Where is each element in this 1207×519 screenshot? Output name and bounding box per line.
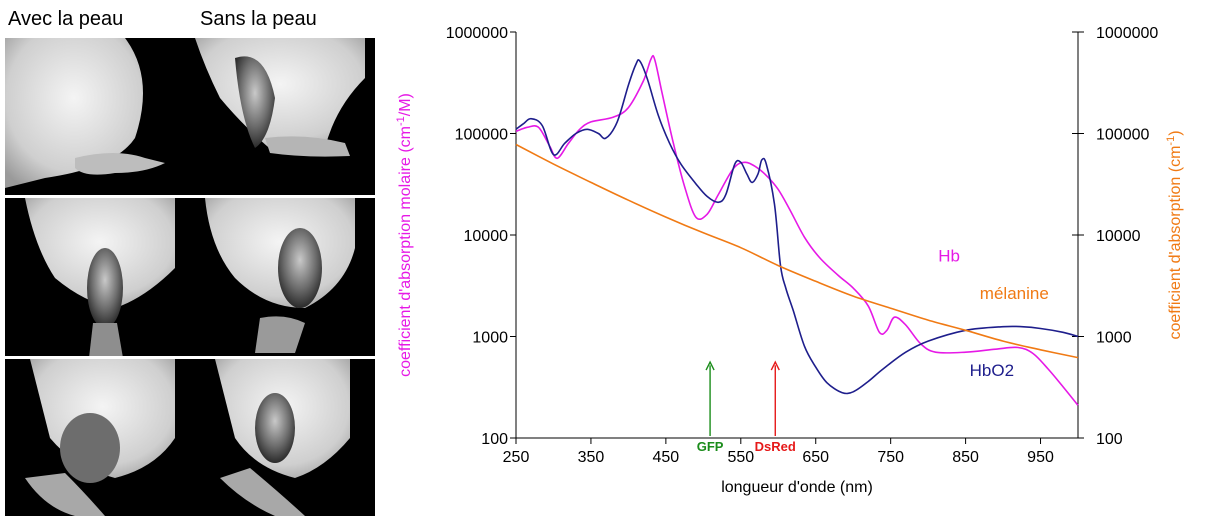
y-axis-label-left: coefficient d'absorption molaire (cm-1/M… xyxy=(395,93,414,377)
photo-row3-without-skin xyxy=(215,359,350,516)
x-tick-label: 450 xyxy=(653,449,680,466)
series-line-hbo2 xyxy=(515,59,1079,395)
curve-label: HbO2 xyxy=(970,361,1014,380)
x-tick-label: 950 xyxy=(1027,449,1054,466)
y-tick-label-left: 1000 xyxy=(472,330,508,347)
x-tick-label: 350 xyxy=(578,449,605,466)
y-tick-label-right: 1000000 xyxy=(1096,25,1158,42)
marker-arrow-head xyxy=(770,360,780,371)
photo-row3-with-skin xyxy=(25,359,175,516)
series-line-m-lanine xyxy=(515,143,1079,359)
marker-label: GFP xyxy=(697,439,724,454)
chart-axes xyxy=(510,31,1084,444)
marker-label: DsRed xyxy=(755,439,796,454)
absorption-chart: 100 100 1000 1000 10000 10000 100000 100000 1000… xyxy=(395,25,1184,496)
chart-series xyxy=(515,54,1079,436)
mouse-photo-grid xyxy=(5,38,375,516)
heading-avec-la-peau: Avec la peau xyxy=(8,8,124,30)
y-axis-label-right: coefficient d'absorption (cm-1) xyxy=(1165,130,1184,339)
y-tick-label-right: 1000 xyxy=(1096,330,1132,347)
x-axis-label: longueur d'onde (nm) xyxy=(721,479,873,496)
chart-labels: 100 100 1000 1000 10000 10000 100000 100000 1000… xyxy=(395,25,1184,496)
photo-row2-with-skin xyxy=(25,198,175,358)
y-tick-label-left: 100 xyxy=(481,431,508,448)
y-tick-label-right: 100 xyxy=(1096,431,1123,448)
x-tick-label: 550 xyxy=(727,449,754,466)
x-tick-label: 750 xyxy=(877,449,904,466)
y-tick-label-left: 10000 xyxy=(464,228,509,245)
heading-sans-la-peau: Sans la peau xyxy=(200,8,317,30)
marker-arrow-head xyxy=(705,360,715,371)
y-tick-label-right: 100000 xyxy=(1096,127,1149,144)
curve-label: Hb xyxy=(938,246,960,265)
y-tick-label-left: 1000000 xyxy=(446,25,508,42)
y-tick-label-left: 100000 xyxy=(455,127,508,144)
x-tick-label: 250 xyxy=(503,449,530,466)
x-tick-label: 650 xyxy=(802,449,829,466)
x-tick-label: 850 xyxy=(952,449,979,466)
curve-label: mélanine xyxy=(980,284,1049,303)
photo-row1-with-skin xyxy=(5,38,165,188)
series-line-hb xyxy=(515,54,1079,406)
y-tick-label-right: 10000 xyxy=(1096,228,1141,245)
photo-row2-without-skin xyxy=(205,198,355,353)
photo-row1-without-skin xyxy=(195,38,365,157)
